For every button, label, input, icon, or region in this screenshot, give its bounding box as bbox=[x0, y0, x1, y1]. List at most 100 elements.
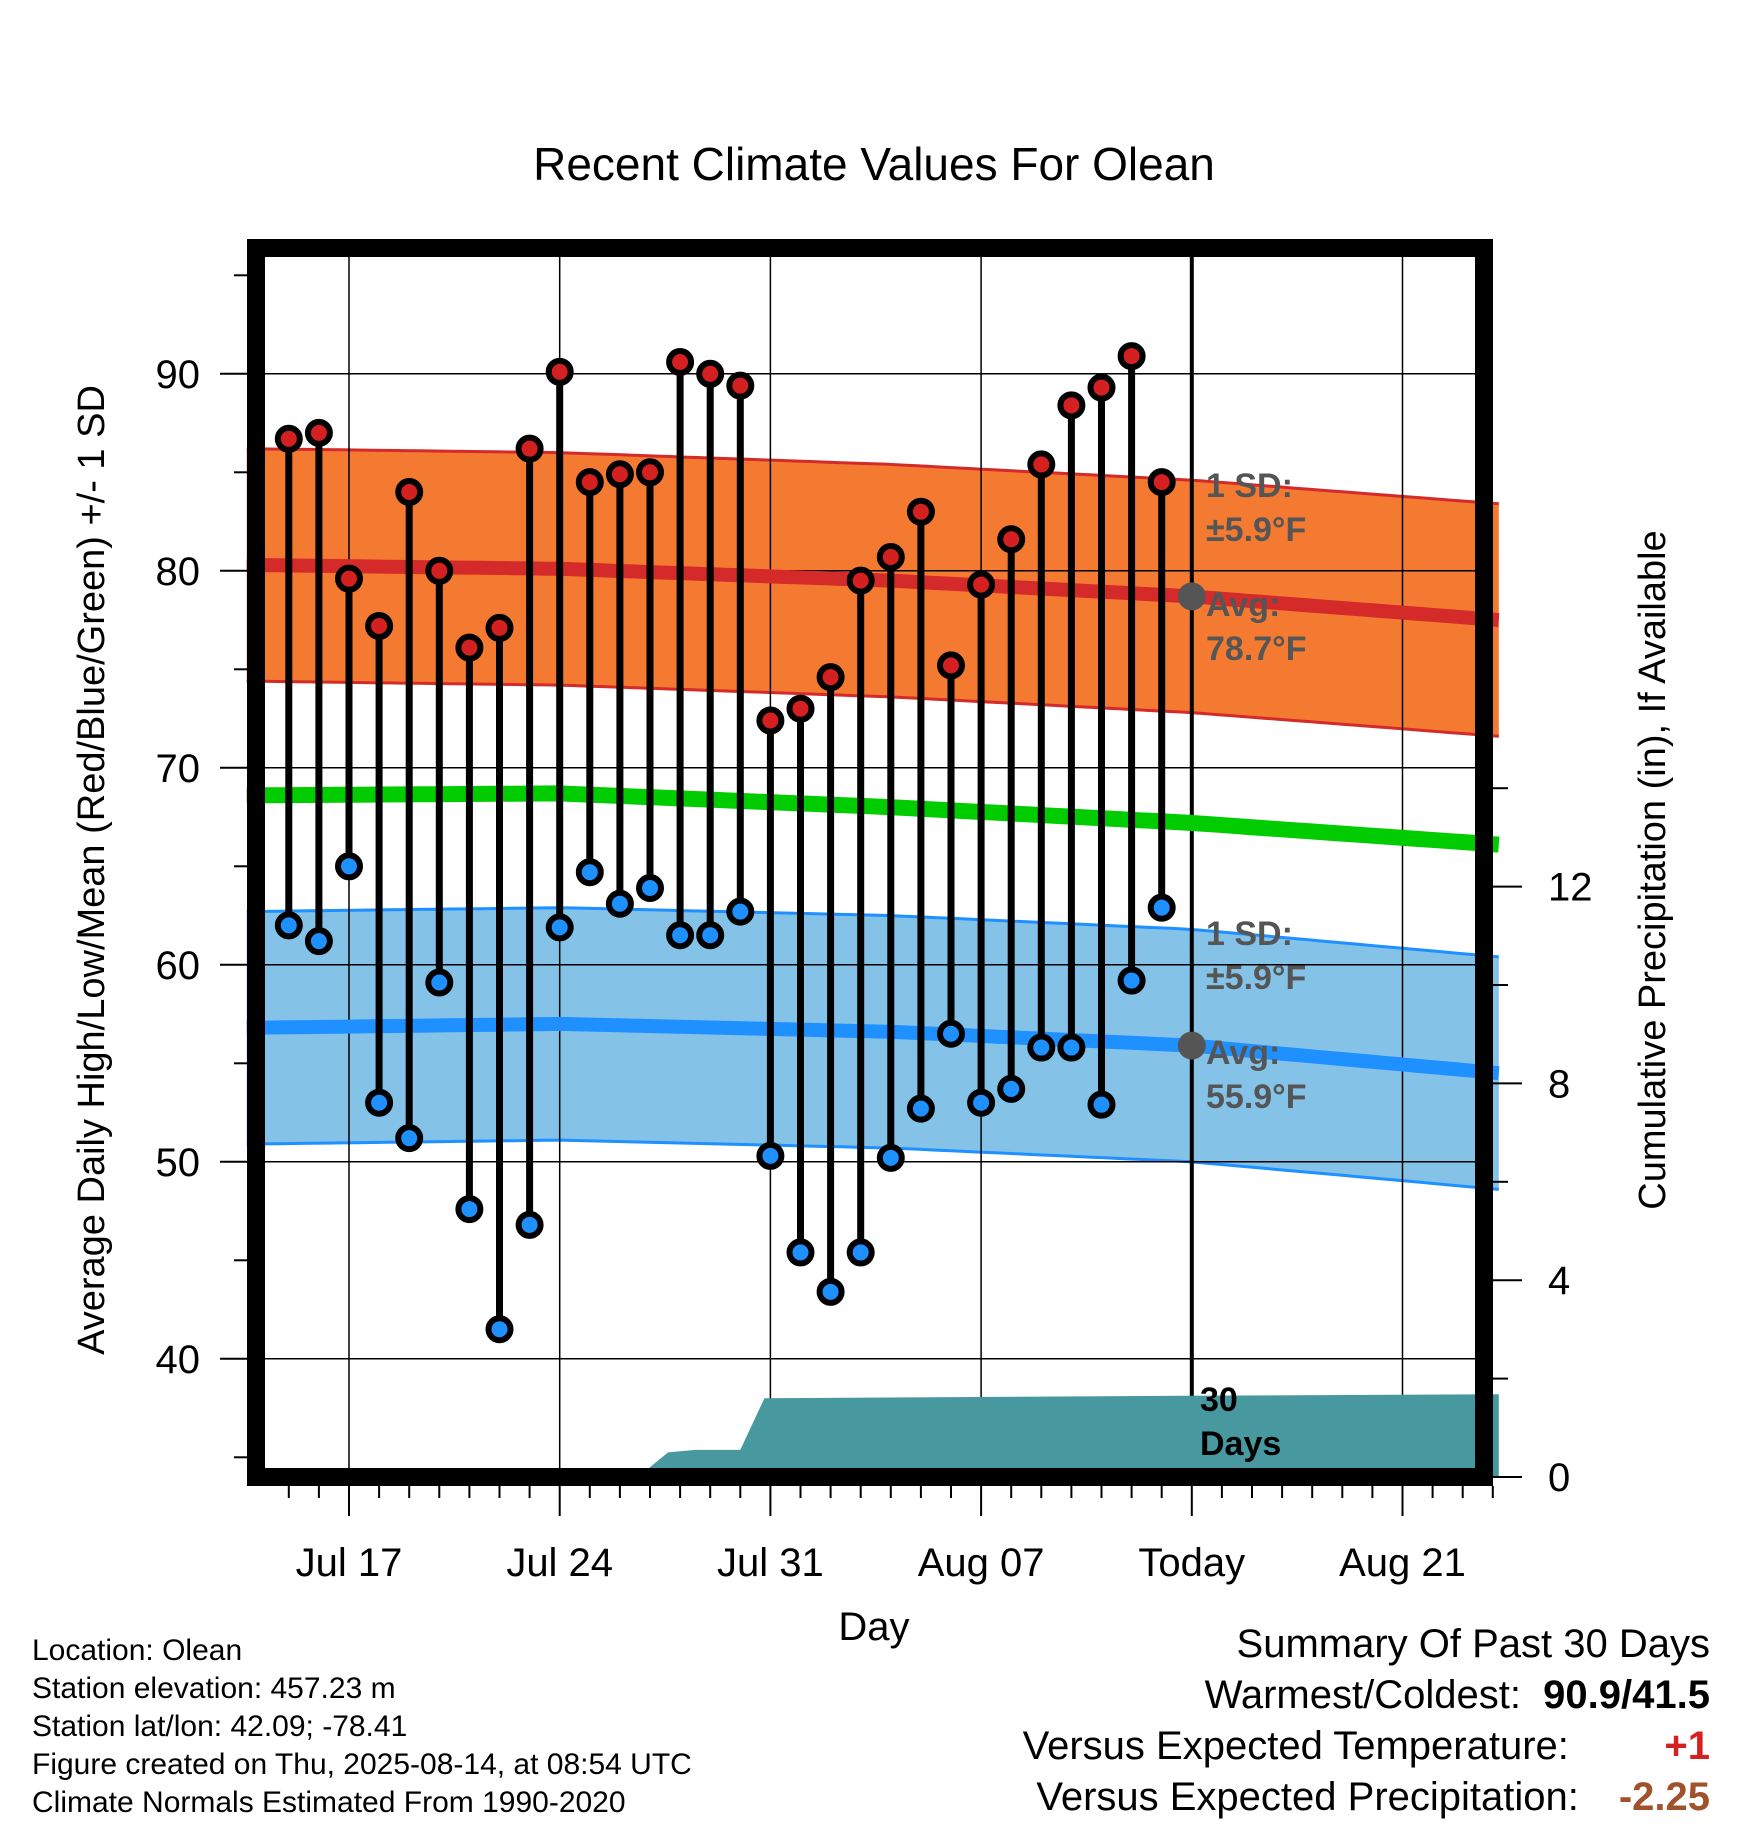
daily-low-point bbox=[485, 1315, 514, 1344]
daily-low-point bbox=[726, 897, 755, 926]
summary-temp-row: Versus Expected Temperature: +1 bbox=[1023, 1724, 1710, 1769]
high-sd-band-upper-edge bbox=[246, 447, 1499, 506]
chart-title: Recent Climate Values For Olean bbox=[533, 138, 1215, 190]
daily-low-point bbox=[816, 1277, 845, 1306]
daily-low-point bbox=[906, 1094, 935, 1123]
daily-low-point bbox=[997, 1074, 1026, 1103]
station-info-location: Location: Olean bbox=[32, 1634, 243, 1667]
daily-low-point bbox=[1057, 1033, 1086, 1062]
daily-high-point bbox=[1117, 342, 1146, 371]
daily-high-point bbox=[1027, 450, 1056, 479]
daily-low-point bbox=[846, 1238, 875, 1267]
daily-low-point bbox=[756, 1141, 785, 1170]
daily-high-point bbox=[816, 663, 845, 692]
x-tick-label: Jul 17 bbox=[296, 1541, 403, 1585]
daily-low-point bbox=[876, 1143, 905, 1172]
daily-low-point bbox=[605, 889, 634, 918]
today-low-normal-point bbox=[1177, 1031, 1206, 1060]
precip-vs-expected-label: Versus Expected Precipitation: bbox=[1036, 1775, 1579, 1819]
y2-tick-label: 4 bbox=[1548, 1259, 1570, 1303]
warmest-label: Warmest/Coldest: bbox=[1204, 1673, 1521, 1717]
daily-low-point bbox=[515, 1210, 544, 1239]
y-tick-label: 80 bbox=[156, 550, 201, 594]
annotations-layer: 1 SD: ±5.9°F Avg: 78.7°F 1 SD: ±5.9°F Avg: 55.9… bbox=[1177, 467, 1307, 1463]
daily-low-point bbox=[786, 1238, 815, 1267]
daily-low-point bbox=[425, 968, 454, 997]
station-info-elevation: Station elevation: 457.23 m bbox=[32, 1672, 396, 1705]
x-tick-label: Jul 24 bbox=[506, 1541, 613, 1585]
normal-mean-line bbox=[246, 785, 1500, 853]
warmest-value: 90.9/41.5 bbox=[1543, 1673, 1710, 1717]
low-sd-value: ±5.9°F bbox=[1206, 959, 1306, 997]
daily-high-point bbox=[937, 651, 965, 680]
daily-high-point bbox=[365, 611, 394, 640]
normal-low-line bbox=[246, 1016, 1500, 1081]
daily-low-point bbox=[967, 1088, 996, 1117]
precip-area bbox=[246, 1394, 1499, 1477]
low-avg-label: Avg: bbox=[1206, 1034, 1280, 1072]
daily-high-point bbox=[605, 460, 634, 489]
x-tick-label: Aug 07 bbox=[918, 1541, 1045, 1585]
temp-vs-expected-value: +1 bbox=[1664, 1724, 1710, 1768]
high-sd-band bbox=[246, 448, 1499, 737]
temp-vs-expected-label: Versus Expected Temperature: bbox=[1022, 1724, 1569, 1768]
summary-title-text: Summary Of Past 30 Days bbox=[1236, 1622, 1710, 1666]
daily-low-point bbox=[395, 1124, 424, 1153]
y2-axis-label: Cumulative Precipitation (in), If Availa… bbox=[1632, 530, 1674, 1209]
daily-high-point bbox=[455, 633, 484, 662]
daily-high-point bbox=[906, 497, 935, 526]
daily-stems-layer bbox=[285, 356, 1166, 1330]
daily-high-point bbox=[666, 347, 695, 376]
daily-low-point bbox=[274, 911, 303, 940]
plot-frame bbox=[247, 239, 1493, 1486]
high-sd-value: ±5.9°F bbox=[1206, 511, 1306, 549]
daily-high-point bbox=[846, 566, 875, 595]
low-sd-band-lower-edge bbox=[246, 1138, 1499, 1191]
daily-low-point bbox=[335, 852, 363, 881]
low-sd-label: 1 SD: bbox=[1206, 915, 1293, 953]
daily-high-point bbox=[395, 478, 424, 506]
daily-low-point bbox=[304, 927, 333, 956]
high-avg-value: 78.7°F bbox=[1206, 630, 1307, 668]
y-tick-label: 70 bbox=[156, 747, 201, 791]
daily-high-point bbox=[997, 525, 1026, 554]
daily-high-point bbox=[545, 357, 574, 386]
y2-tick-label: 12 bbox=[1548, 866, 1593, 910]
high-avg-label: Avg: bbox=[1206, 586, 1280, 624]
daily-high-point bbox=[786, 694, 815, 723]
x-tick-label: Jul 31 bbox=[717, 1541, 824, 1585]
daily-high-point bbox=[726, 371, 755, 400]
daily-high-point bbox=[485, 613, 514, 642]
daily-high-point bbox=[1057, 391, 1086, 420]
daily-high-point bbox=[575, 468, 604, 497]
daily-high-point bbox=[425, 556, 454, 585]
daily-high-point bbox=[876, 543, 905, 572]
summary-precip-row: Versus Expected Precipitation: -2.25 bbox=[1036, 1775, 1710, 1820]
y-tick-label: 90 bbox=[156, 353, 201, 397]
summary-title: Summary Of Past 30 Days bbox=[1237, 1622, 1710, 1667]
high-sd-band-lower-edge bbox=[246, 679, 1499, 738]
y2-tick-label: 8 bbox=[1548, 1062, 1570, 1106]
precip-layer bbox=[246, 1394, 1499, 1477]
axes-layer: 40 50 60 70 80 90 0 4 8 12 Jul 17 Jul 24 Jul 31 Aug 0… bbox=[156, 239, 1593, 1585]
daily-markers-layer bbox=[274, 342, 1176, 1344]
daily-low-point bbox=[1087, 1090, 1116, 1119]
daily-high-point bbox=[756, 706, 785, 735]
station-info-latlon: Station lat/lon: 42.09; -78.41 bbox=[32, 1710, 408, 1743]
x-tick-label: Today bbox=[1138, 1541, 1245, 1585]
station-info-normals: Climate Normals Estimated From 1990-2020 bbox=[32, 1786, 626, 1819]
y-tick-label: 40 bbox=[156, 1338, 201, 1382]
daily-low-point bbox=[545, 913, 574, 942]
daily-low-point bbox=[455, 1195, 484, 1224]
daily-low-point bbox=[636, 873, 664, 902]
daily-high-point bbox=[274, 424, 303, 453]
y-tick-label: 60 bbox=[156, 944, 201, 988]
daily-high-point bbox=[335, 564, 363, 593]
station-info-created: Figure created on Thu, 2025-08-14, at 08… bbox=[32, 1748, 692, 1781]
daily-low-point bbox=[696, 921, 725, 950]
low-avg-value: 55.9°F bbox=[1206, 1078, 1307, 1116]
daily-low-point bbox=[365, 1088, 394, 1117]
today-high-normal-point bbox=[1177, 582, 1206, 611]
daily-high-point bbox=[1147, 468, 1176, 497]
